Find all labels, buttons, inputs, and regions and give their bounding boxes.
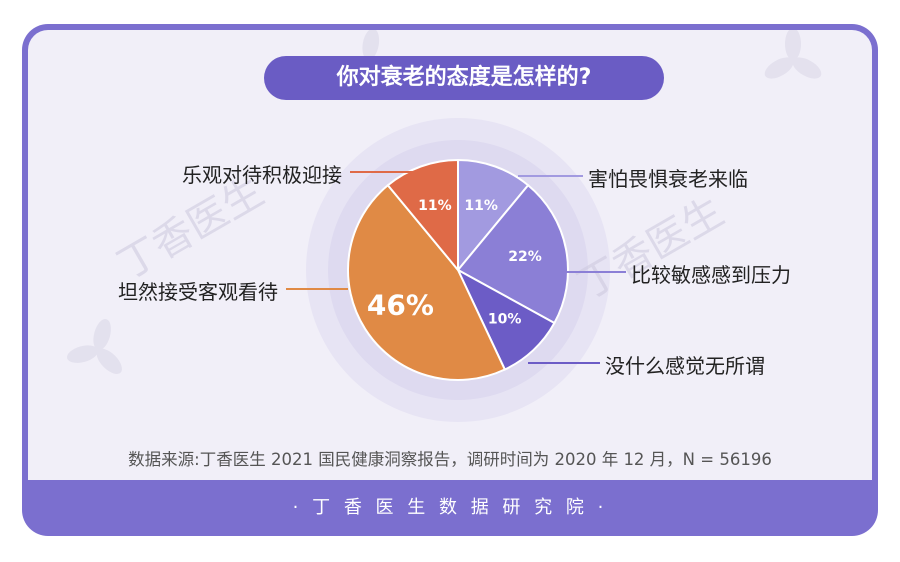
pie-slice <box>456 183 569 325</box>
slice-category-label: 比较敏感感到压力 <box>631 263 791 287</box>
chart-title: 你对衰老的态度是怎样的? <box>264 56 664 100</box>
pie-slice <box>457 158 530 273</box>
slice-percent-label: 10% <box>488 312 522 328</box>
source-note: 数据来源:丁香医生 2021 国民健康洞察报告，调研时间为 2020 年 12 … <box>128 450 772 469</box>
petal-decoration-left <box>66 318 122 374</box>
pie-slice <box>347 183 507 381</box>
slice-category-label: 害怕畏惧衰老来临 <box>588 167 748 191</box>
slice-percent-label: 22% <box>508 249 542 265</box>
chart-panel: 丁香医生 丁香医生 11% 22% 10% 46% 11% 你对衰老的态度是怎样的? 数据来… <box>28 30 872 480</box>
slice-percent-label: 11% <box>418 198 452 214</box>
pie-slice <box>386 158 459 273</box>
slice-category-label: 乐观对待积极迎接 <box>182 163 342 187</box>
slice-category-label: 坦然接受客观看待 <box>118 280 278 304</box>
slice-category-label: 没什么感觉无所谓 <box>605 354 765 378</box>
footer-brand: · 丁 香 医 生 数 据 研 究 院 · <box>292 497 608 518</box>
slice-percent-label: 11% <box>464 198 498 214</box>
petal-decoration-right <box>764 30 822 79</box>
infographic-card: 丁香医生 丁香医生 11% 22% 10% 46% 11% 你对衰老的态度是怎样的? 数据来… <box>22 24 878 536</box>
slice-percent-label: 46% <box>367 289 434 322</box>
